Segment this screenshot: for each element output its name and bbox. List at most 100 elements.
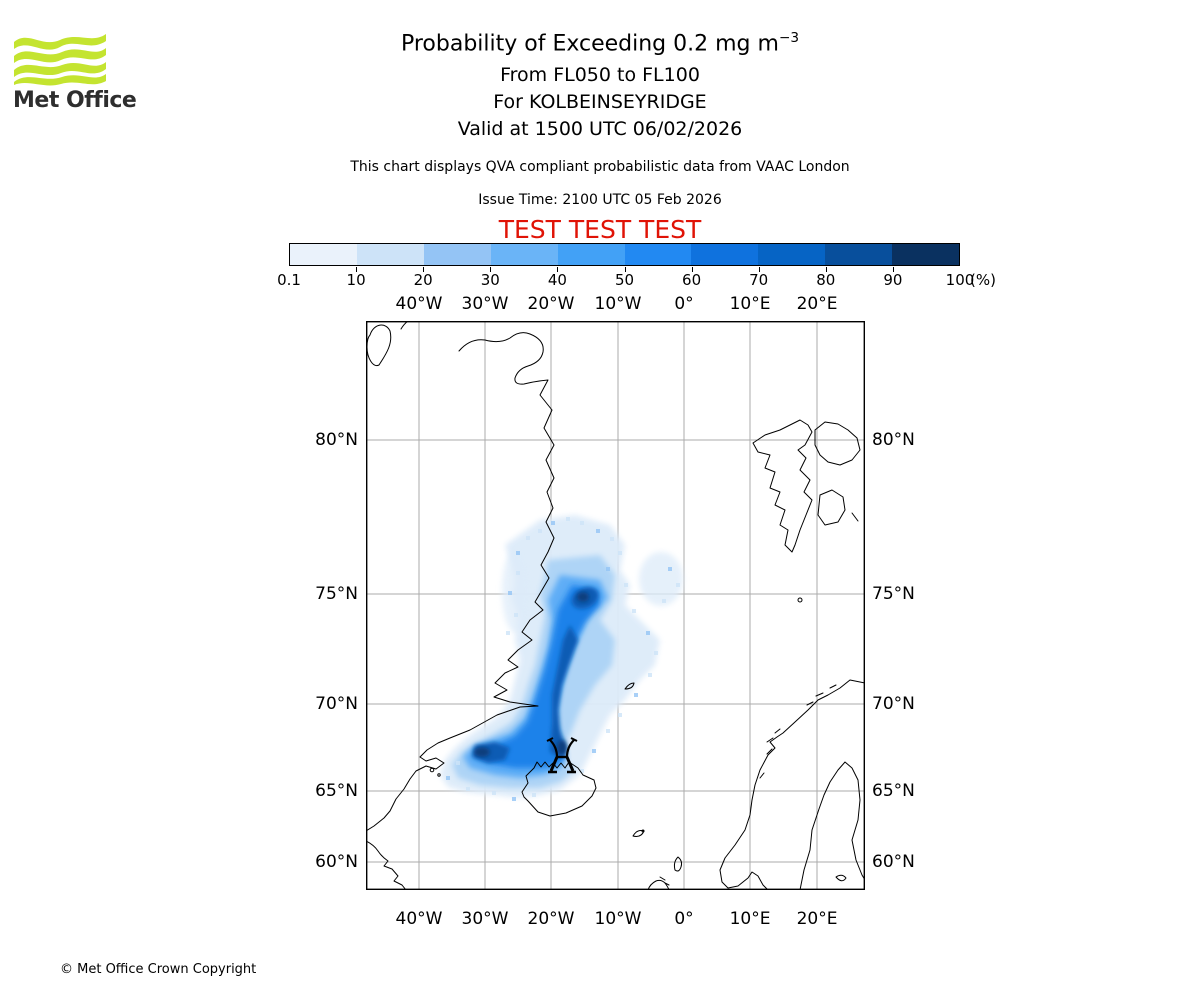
- probability-colorbar: [289, 243, 960, 266]
- y-axis-label-left: 75°N: [315, 584, 358, 604]
- coastline-hopen: [851, 512, 859, 522]
- colorbar-tick: [825, 267, 827, 272]
- colorbar-tick: [557, 267, 559, 272]
- title-text: Probability of Exceeding 0.2 mg m: [400, 31, 779, 57]
- coastline-bear-island: [797, 597, 803, 603]
- norway-offshore-islands: [759, 684, 837, 779]
- plume-core-west: [474, 747, 490, 757]
- coastline-greenland-northeast-blob: [366, 324, 392, 367]
- coastline-spitsbergen: [752, 419, 813, 553]
- colorbar-segment-0: [290, 244, 357, 265]
- test-banner: TEST TEST TEST: [498, 215, 702, 244]
- colorbar-segment-7: [758, 244, 826, 265]
- colorbar-tick: [892, 267, 894, 272]
- met-office-waves-icon: [14, 34, 106, 86]
- qva-description: This chart displays QVA compliant probab…: [350, 159, 850, 175]
- plume-core-volcano: [557, 740, 567, 756]
- y-axis-label-right: 60°N: [872, 852, 915, 872]
- x-axis-label-top: 0°: [674, 294, 694, 314]
- colorbar-tick-label: 20: [413, 271, 433, 289]
- colorbar-tick-label: 70: [749, 271, 769, 289]
- x-axis-label-top: 40°W: [395, 294, 443, 314]
- x-axis-label-bottom: 10°W: [594, 909, 642, 929]
- colorbar-segment-4: [557, 244, 625, 265]
- map-frame: [366, 321, 865, 890]
- page-title: Probability of Exceeding 0.2 mg m−3: [0, 30, 1200, 56]
- plume-fringe-east: [639, 552, 683, 606]
- y-axis-label-right: 80°N: [872, 430, 915, 450]
- colorbar-tick-label: 90: [883, 271, 903, 289]
- colorbar-tick: [356, 267, 358, 272]
- x-axis-label-top: 20°W: [527, 294, 575, 314]
- coastline-greenland-east: [366, 332, 555, 832]
- lake-sweden: [835, 874, 847, 882]
- y-axis-label-left: 60°N: [315, 852, 358, 872]
- colorbar-tick-label: 80: [816, 271, 836, 289]
- plume-fringe-west: [502, 549, 530, 633]
- colorbar-tick: [691, 267, 693, 272]
- colorbar-tick-label: 30: [480, 271, 500, 289]
- x-axis-label-top: 10°W: [594, 294, 642, 314]
- y-axis-label-left: 70°N: [315, 694, 358, 714]
- ash-probability-plume: [440, 515, 683, 801]
- met-office-logo: [14, 28, 106, 86]
- subtitle-flight-levels: From FL050 to FL100: [500, 64, 700, 86]
- plume-band-70-90-mid: [550, 625, 578, 757]
- x-axis-label-bottom: 0°: [674, 909, 694, 929]
- x-axis-label-bottom: 20°E: [796, 909, 838, 929]
- volcano-marker: [546, 737, 578, 774]
- subtitle-valid-time: Valid at 1500 UTC 06/02/2026: [457, 118, 743, 140]
- y-axis-label-right: 75°N: [872, 584, 915, 604]
- x-axis-label-bottom: 10°E: [729, 909, 771, 929]
- colorbar-tick: [490, 267, 492, 272]
- coastlines: [366, 321, 865, 890]
- x-axis-label-bottom: 30°W: [461, 909, 509, 929]
- colorbar-unit-label: (%): [970, 271, 996, 289]
- y-axis-label-right: 65°N: [872, 781, 915, 801]
- colorbar-tick-label: 10: [346, 271, 366, 289]
- y-axis-label-left: 65°N: [315, 781, 358, 801]
- copyright-notice: © Met Office Crown Copyright: [60, 962, 257, 977]
- colorbar-segment-1: [356, 244, 424, 265]
- coastline-scotland: [647, 879, 670, 890]
- colorbar-tick: [624, 267, 626, 272]
- colorbar-segment-2: [423, 244, 491, 265]
- colorbar-tick-label: 0.1: [277, 271, 301, 289]
- issue-time: Issue Time: 2100 UTC 05 Feb 2026: [478, 192, 722, 208]
- x-axis-label-top: 30°W: [461, 294, 509, 314]
- y-axis-label-left: 80°N: [315, 430, 358, 450]
- plume-pixel-speckles: [446, 517, 680, 801]
- y-axis-label-right: 70°N: [872, 694, 915, 714]
- colorbar-segment-9: [892, 244, 960, 265]
- islet-faroe: [641, 829, 645, 833]
- x-axis-label-bottom: 20°W: [527, 909, 575, 929]
- colorbar-tick-label: 60: [682, 271, 702, 289]
- islet-west-of-iceland: [429, 767, 435, 773]
- coastline-edgeoya: [817, 489, 846, 526]
- title-exponent: −3: [778, 30, 800, 46]
- colorbar-tick: [758, 267, 760, 272]
- plume-core-north: [577, 592, 589, 602]
- coastline-baltic-gulf-of-bothnia: [799, 761, 865, 890]
- colorbar-segment-8: [825, 244, 893, 265]
- x-axis-label-top: 10°E: [729, 294, 771, 314]
- coastline-shetland: [673, 856, 683, 872]
- colorbar-segment-6: [691, 244, 759, 265]
- map-canvas: [366, 321, 865, 890]
- met-office-logo-text: Met Office: [13, 88, 137, 113]
- coastline-jan-mayen: [624, 682, 635, 690]
- coastline-norway: [719, 679, 865, 890]
- colorbar-tick: [423, 267, 425, 272]
- coastline-nordaustlandet: [814, 421, 861, 466]
- islet-west-of-iceland-2: [437, 773, 441, 777]
- colorbar-segment-3: [490, 244, 558, 265]
- colorbar-tick-label: 50: [614, 271, 635, 289]
- x-axis-label-top: 20°E: [796, 294, 838, 314]
- coastline-greenland-south-tip: [366, 840, 407, 890]
- colorbar-segment-5: [624, 244, 692, 265]
- x-axis-label-bottom: 40°W: [395, 909, 443, 929]
- colorbar-tick-label: 40: [547, 271, 567, 289]
- subtitle-volcano: For KOLBEINSEYRIDGE: [493, 91, 707, 113]
- colorbar-tick-label: 100: [945, 271, 975, 289]
